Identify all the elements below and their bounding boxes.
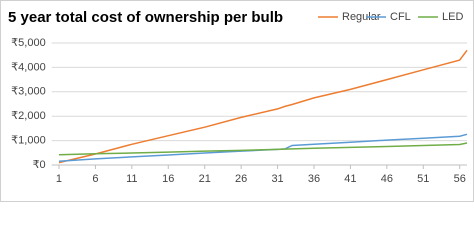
x-tick-label: 11 [126, 173, 137, 185]
x-tick-label: 36 [308, 173, 320, 185]
x-tick-label: 31 [271, 173, 283, 185]
x-tick-label: 1 [56, 173, 62, 185]
x-tick-label: 16 [162, 173, 174, 185]
y-tick-label: ₹5,000 [11, 37, 46, 49]
x-tick-label: 56 [454, 173, 466, 185]
series-line [58, 49, 468, 164]
series-line [58, 142, 468, 156]
y-tick-label: ₹0 [33, 159, 46, 171]
x-tick-label: 46 [381, 173, 393, 185]
y-tick-label: ₹3,000 [11, 86, 46, 98]
x-tick-label: 41 [344, 173, 356, 185]
chart: 5 year total cost of ownership per bulb … [0, 0, 474, 202]
legend-label: Regular [342, 11, 381, 23]
legend-label: CFL [390, 11, 411, 23]
chart-border [0, 0, 474, 202]
legend-label: LED [442, 11, 463, 23]
y-tick-label: ₹4,000 [11, 61, 46, 73]
y-tick-label: ₹2,000 [11, 110, 46, 122]
y-tick-label: ₹1,000 [11, 135, 46, 147]
x-tick-label: 26 [235, 173, 247, 185]
chart-title: 5 year total cost of ownership per bulb [8, 9, 283, 26]
x-tick-label: 21 [199, 173, 211, 185]
x-tick-label: 51 [417, 173, 429, 185]
x-tick-label: 6 [92, 173, 98, 185]
